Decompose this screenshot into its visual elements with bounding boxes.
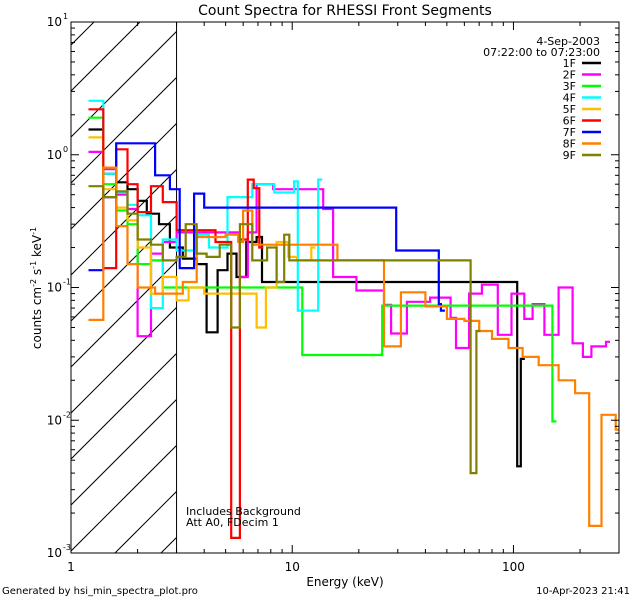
y-axis-label-exp1: -2 xyxy=(29,279,38,287)
y-axis-label-exp2: -1 xyxy=(29,261,38,269)
legend-label-6f: 6F xyxy=(563,115,576,128)
y-tick-label-exponent: -3 xyxy=(63,543,71,552)
series-line-4f xyxy=(88,99,323,312)
hatch-line xyxy=(0,0,117,553)
y-axis-label-mid: s xyxy=(30,269,44,279)
y-tick-label: 10 xyxy=(47,15,62,29)
y-axis-label-exp3: -1 xyxy=(29,227,38,235)
hatch-line xyxy=(71,22,141,92)
axis-ticks xyxy=(70,22,620,554)
x-tick-label: 10 xyxy=(285,560,300,574)
legend-label-5f: 5F xyxy=(563,103,576,116)
hatch-line xyxy=(71,30,177,138)
y-tick-label-exponent: -2 xyxy=(63,410,71,419)
series-line-3f xyxy=(88,116,557,423)
y-tick-label: 10 xyxy=(47,148,62,162)
y-tick-label: 10 xyxy=(47,546,62,560)
legend-label-7f: 7F xyxy=(563,126,576,139)
legend-label-2f: 2F xyxy=(563,69,576,82)
legend-label-4f: 4F xyxy=(563,92,576,105)
series-line-8f xyxy=(88,166,619,527)
legend-label-8f: 8F xyxy=(563,138,576,151)
series-lines xyxy=(88,99,619,539)
footer-generated-by: Generated by hsi_min_spectra_plot.pro xyxy=(2,586,198,597)
hatch-line xyxy=(71,398,177,506)
x-axis-label: Energy (keV) xyxy=(306,575,383,589)
footer-timestamp: 10-Apr-2023 21:41 xyxy=(536,586,630,597)
legend-label-9f: 9F xyxy=(563,149,576,162)
hatch-line xyxy=(71,168,177,276)
legend-label-3f: 3F xyxy=(563,80,576,93)
series-line-1f xyxy=(88,128,525,468)
date-label: 4-Sep-2003 xyxy=(536,35,600,48)
y-tick-label-exponent: -1 xyxy=(63,278,71,287)
annotation-background: Includes Background xyxy=(186,505,301,518)
hatch-line xyxy=(253,0,640,553)
y-axis-label: counts cm-2 s-1 keV-1 xyxy=(29,227,44,349)
y-tick-label-exponent: 1 xyxy=(63,12,68,21)
hatched-region xyxy=(0,0,640,553)
hatch-line xyxy=(71,444,177,552)
legend-label-1f: 1F xyxy=(563,57,576,70)
series-line-7f xyxy=(88,142,445,312)
hatch-line xyxy=(114,490,177,553)
x-tick-label: 1 xyxy=(67,560,75,574)
series-line-9f xyxy=(88,185,481,475)
hatch-line xyxy=(71,214,177,322)
hatch-line xyxy=(71,352,177,460)
series-line-6f xyxy=(88,108,264,539)
y-tick-label: 10 xyxy=(47,413,62,427)
y-tick-label: 10 xyxy=(47,281,62,295)
series-line-2f xyxy=(88,150,610,358)
x-tick-label: 100 xyxy=(502,560,525,574)
time-range-label: 07:22:00 to 07:23:00 xyxy=(483,46,600,59)
y-axis-label-base: counts cm xyxy=(30,287,44,349)
y-tick-label-exponent: 0 xyxy=(63,145,68,154)
chart-title: Count Spectra for RHESSI Front Segments xyxy=(198,3,492,19)
annotation-attenuator: Att A0, FDecim 1 xyxy=(186,516,279,529)
y-axis-label-end: keV xyxy=(30,234,44,261)
